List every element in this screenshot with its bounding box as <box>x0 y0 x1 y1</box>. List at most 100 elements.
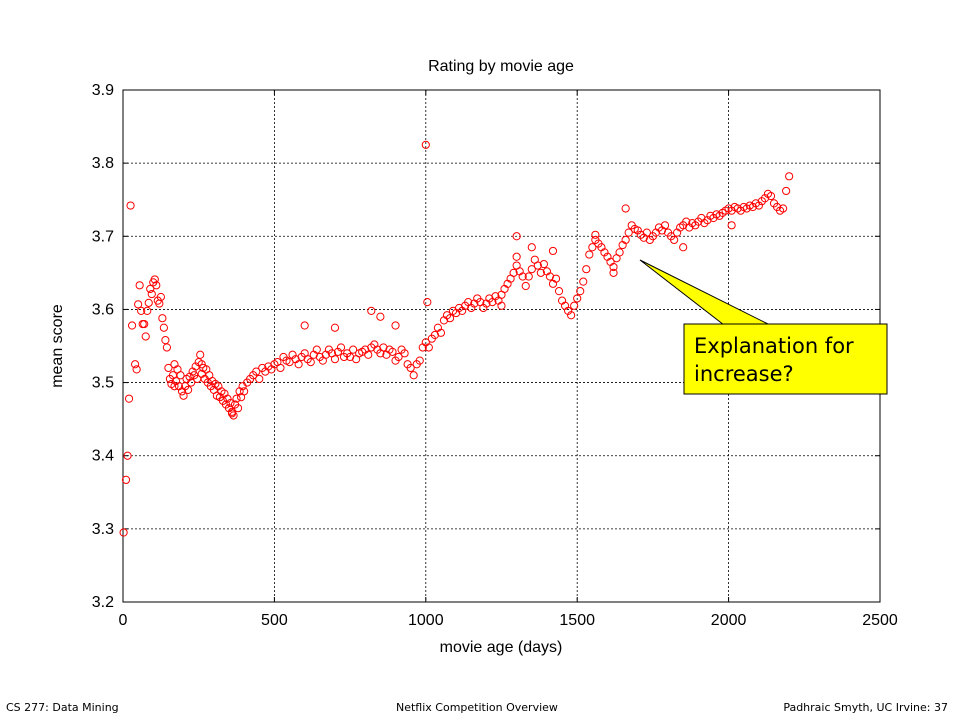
x-tick-label: 2500 <box>862 612 898 629</box>
data-point <box>421 140 430 149</box>
data-point <box>548 246 558 256</box>
data-point <box>715 211 724 220</box>
callout-line-2: increase? <box>694 362 794 386</box>
data-point <box>306 357 315 367</box>
data-point <box>727 221 736 230</box>
y-tick-label: 3.4 <box>92 448 114 465</box>
data-point <box>527 265 536 274</box>
data-point <box>609 262 618 272</box>
y-tick-label: 3.9 <box>92 82 114 99</box>
y-tick-label: 3.6 <box>92 301 114 318</box>
data-point <box>621 235 630 245</box>
data-point <box>509 268 518 277</box>
annotation-callout: Explanation for increase? <box>639 259 888 395</box>
data-point <box>573 294 582 303</box>
data-point <box>123 451 132 460</box>
data-point <box>132 365 141 374</box>
data-point <box>779 204 788 213</box>
footer-author-page: Padhraic Smyth, UC Irvine: 37 <box>783 701 948 714</box>
x-axis-label: movie age (days) <box>440 639 563 656</box>
data-point <box>134 300 143 309</box>
data-point <box>150 275 159 284</box>
data-points <box>119 140 794 537</box>
data-point <box>785 172 794 181</box>
data-point <box>233 404 243 413</box>
data-point <box>491 292 500 301</box>
data-point <box>742 204 751 213</box>
data-point <box>294 360 303 369</box>
data-point <box>137 306 146 315</box>
y-tick-label: 3.2 <box>92 594 114 611</box>
data-point <box>179 391 188 400</box>
data-point <box>391 321 400 330</box>
data-point <box>140 319 149 329</box>
data-point <box>187 378 196 387</box>
data-point <box>423 298 432 307</box>
data-point <box>170 382 179 391</box>
data-point <box>227 407 237 416</box>
data-point <box>600 248 609 257</box>
data-point <box>376 312 385 321</box>
data-point <box>367 306 376 315</box>
data-point <box>554 287 564 296</box>
data-point <box>330 323 340 332</box>
data-point <box>141 332 150 341</box>
data-point <box>642 228 651 237</box>
data-point <box>615 248 624 257</box>
data-point <box>754 201 763 210</box>
data-point <box>126 201 135 210</box>
data-point <box>388 347 397 356</box>
data-point <box>406 363 415 373</box>
x-tick-label: 1500 <box>559 612 595 629</box>
data-point <box>276 363 285 373</box>
data-point <box>633 226 642 235</box>
data-point <box>336 343 346 352</box>
data-point <box>252 367 261 376</box>
data-point <box>164 363 173 373</box>
data-point <box>152 281 161 290</box>
data-point <box>570 301 579 310</box>
data-point <box>424 343 433 352</box>
chart-title: Rating by movie age <box>428 58 574 75</box>
data-point <box>144 298 153 307</box>
data-point <box>131 360 140 369</box>
data-point <box>445 314 455 323</box>
data-point <box>782 186 791 196</box>
data-point <box>582 265 591 274</box>
data-point <box>700 219 709 228</box>
data-point <box>303 355 312 364</box>
data-point <box>349 345 358 354</box>
data-point <box>146 284 155 294</box>
y-axis-ticks: 3.2 3.3 3.4 3.5 3.6 3.7 3.8 3.9 <box>92 82 880 611</box>
data-point <box>364 350 373 359</box>
data-point <box>119 528 128 537</box>
data-point <box>757 197 767 206</box>
data-point <box>240 387 249 396</box>
footer-topic: Netflix Competition Overview <box>396 701 558 714</box>
data-point <box>229 411 238 420</box>
data-point <box>255 374 264 384</box>
data-point <box>479 303 488 313</box>
data-point <box>669 235 679 245</box>
data-point <box>143 306 152 315</box>
data-point <box>512 232 521 241</box>
y-tick-label: 3.8 <box>92 155 114 172</box>
data-point <box>409 371 418 380</box>
x-tick-label: 0 <box>119 612 128 629</box>
data-point <box>766 191 776 201</box>
x-tick-label: 500 <box>261 612 288 629</box>
data-point <box>135 281 144 290</box>
data-point <box>533 261 542 270</box>
data-point <box>467 303 476 313</box>
data-point <box>551 274 561 283</box>
data-point <box>394 352 403 362</box>
scatter-chart: Rating by movie age 0 500 1000 1500 2000 2500… <box>49 58 898 656</box>
data-point <box>576 287 585 296</box>
data-point <box>158 314 167 323</box>
data-point <box>564 306 573 315</box>
data-point <box>624 228 633 237</box>
data-point <box>288 350 297 359</box>
y-tick-label: 3.3 <box>92 521 114 538</box>
data-point <box>162 343 172 352</box>
data-point <box>330 355 340 364</box>
